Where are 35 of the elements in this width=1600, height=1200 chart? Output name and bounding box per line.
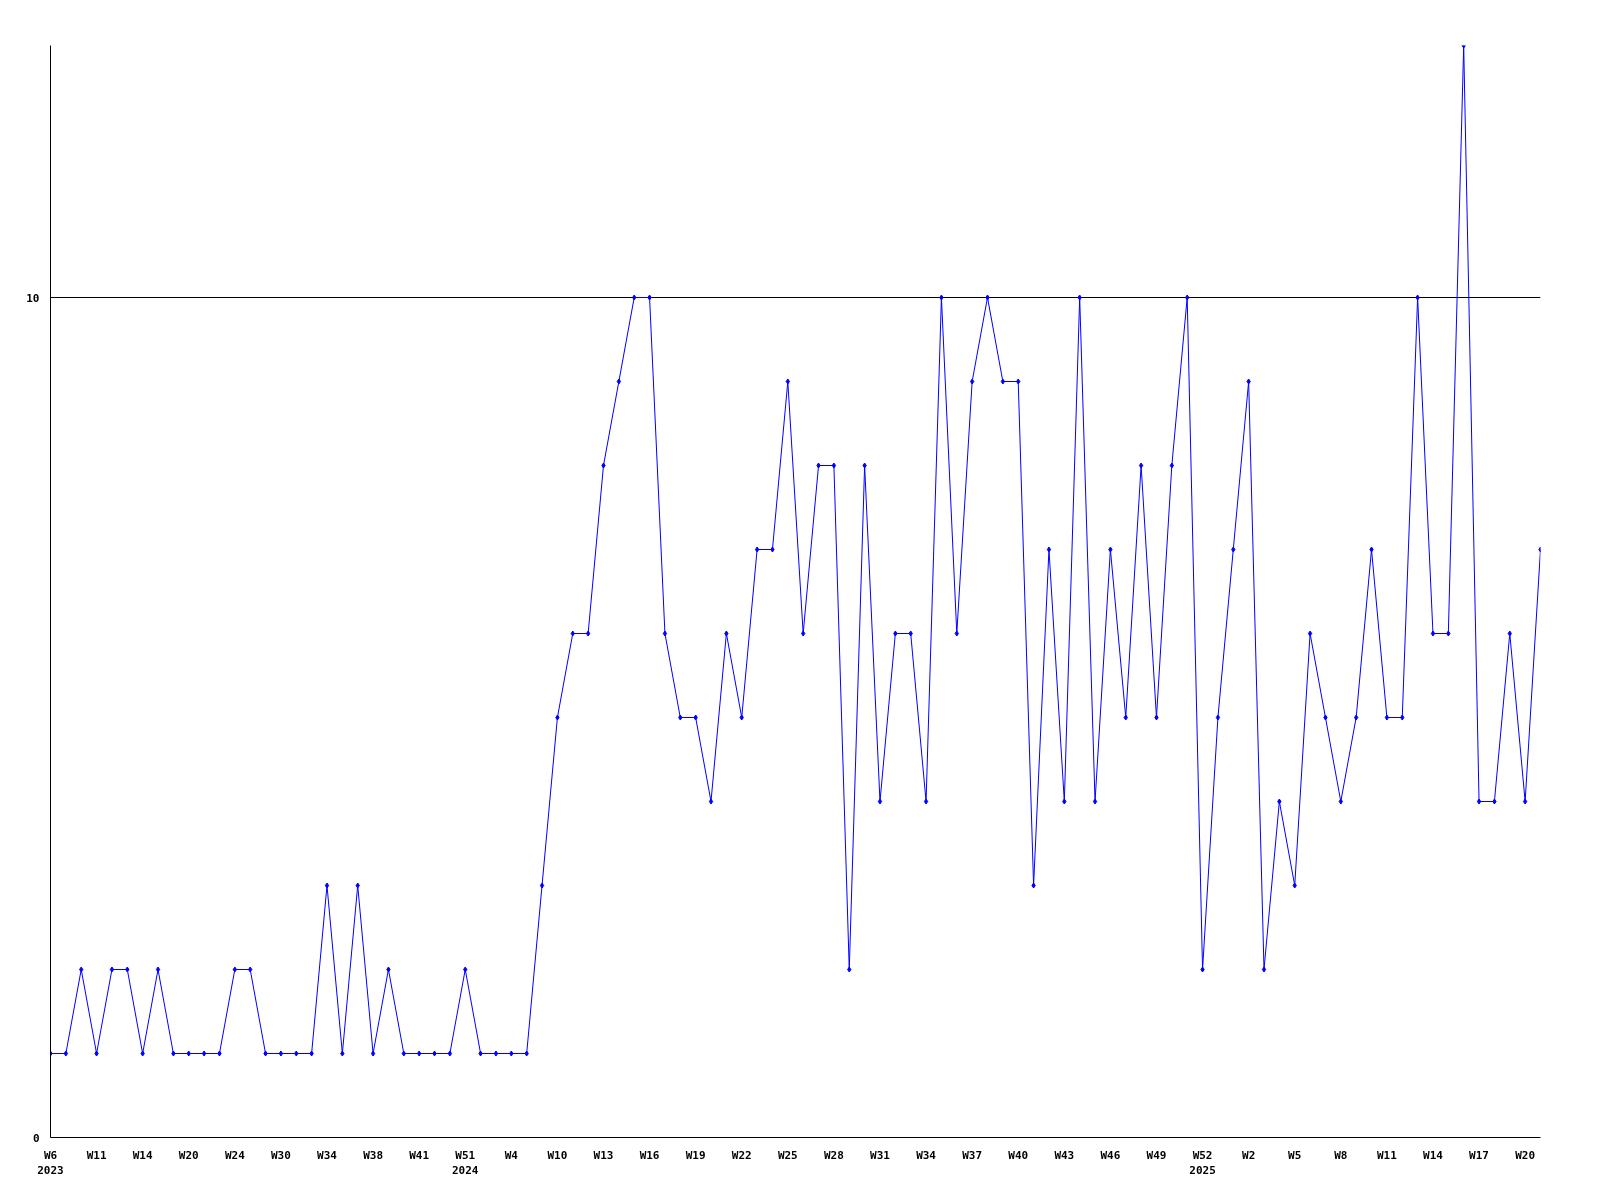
x-tick-label: W19 (685, 1148, 706, 1162)
x-tick-label: W4 (504, 1148, 519, 1162)
x-tick-label: W51 2024 (452, 1148, 479, 1178)
x-tick-label: W46 (1100, 1148, 1121, 1162)
x-tick-label: W43 (1054, 1148, 1075, 1162)
x-tick-label: W2 (1242, 1148, 1256, 1162)
x-tick-label: W30 (270, 1148, 291, 1162)
x-tick-label: W8 (1334, 1148, 1348, 1162)
x-tick-label: W37 (962, 1148, 983, 1162)
x-tick-label: W40 (1008, 1148, 1029, 1162)
x-tick-label: W20 (178, 1148, 199, 1162)
x-tick-label: W34 (317, 1148, 338, 1162)
x-tick-label: W17 (1469, 1148, 1489, 1162)
x-tick-label: W13 (593, 1148, 614, 1162)
x-tick-label: W10 (547, 1148, 568, 1162)
y-tick-label: 0 (32, 1131, 40, 1145)
x-tick-label: W52 2025 (1189, 1148, 1216, 1178)
x-tick-label: W14 (1423, 1148, 1444, 1162)
x-tick-label: W49 (1146, 1148, 1167, 1162)
x-tick-label: W38 (363, 1148, 384, 1162)
x-tick-label: W16 (639, 1148, 660, 1162)
x-tick-label: W14 (132, 1148, 153, 1162)
x-tick-label: W25 (777, 1148, 798, 1162)
x-tick-label: W11 (1376, 1148, 1398, 1162)
x-tick-label: W6 2023 (37, 1148, 64, 1178)
x-tick-label: W28 (823, 1148, 844, 1162)
x-tick-label: W22 (731, 1148, 752, 1162)
x-tick-label: W11 (86, 1148, 107, 1162)
x-tick-label: W24 (224, 1148, 246, 1162)
x-tick-label: W31 (870, 1148, 891, 1162)
x-tick-label: W20 (1515, 1148, 1536, 1162)
y-tick-label: 10 (26, 291, 40, 305)
x-tick-label: W34 (916, 1148, 937, 1162)
x-tick-label: W41 (409, 1148, 430, 1162)
x-tick-label: W5 (1288, 1148, 1302, 1162)
